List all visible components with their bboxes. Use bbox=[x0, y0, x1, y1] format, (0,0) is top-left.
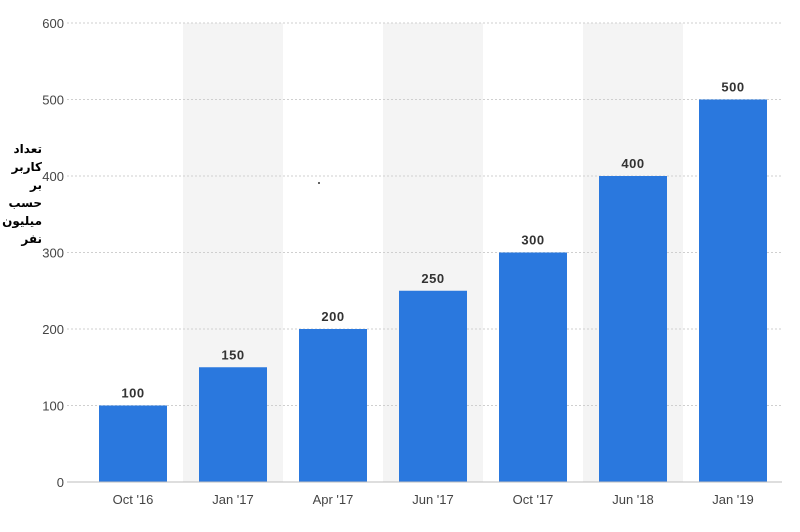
bar bbox=[399, 290, 467, 482]
data-label: 100 bbox=[121, 386, 144, 401]
data-label: 150 bbox=[221, 347, 244, 362]
y-tick-label: 300 bbox=[42, 246, 64, 261]
bar bbox=[99, 405, 167, 482]
y-tick-label: 100 bbox=[42, 399, 64, 414]
x-tick-label: Oct '16 bbox=[113, 492, 154, 507]
x-tick-label: Jan '17 bbox=[212, 492, 254, 507]
bar bbox=[699, 99, 767, 482]
y-tick-label: 400 bbox=[42, 169, 64, 184]
data-label: 250 bbox=[421, 271, 444, 286]
x-tick-label: Oct '17 bbox=[513, 492, 554, 507]
bar bbox=[199, 367, 267, 482]
bar bbox=[299, 329, 367, 482]
y-tick-label: 500 bbox=[42, 93, 64, 108]
x-tick-label: Jun '18 bbox=[612, 492, 654, 507]
data-label: 400 bbox=[621, 156, 644, 171]
bar bbox=[499, 252, 567, 482]
y-tick-label: 200 bbox=[42, 322, 64, 337]
x-tick-label: Apr '17 bbox=[313, 492, 354, 507]
y-tick-label: 0 bbox=[57, 475, 64, 490]
data-label: 500 bbox=[721, 80, 744, 95]
stray-dot bbox=[318, 182, 320, 184]
x-tick-label: Jan '19 bbox=[712, 492, 754, 507]
data-label: 300 bbox=[521, 233, 544, 248]
y-tick-label: 600 bbox=[42, 16, 64, 31]
x-tick-label: Jun '17 bbox=[412, 492, 454, 507]
data-label: 200 bbox=[321, 309, 344, 324]
y-axis-label: تعداد کاربر بر حسب میلیون نفر bbox=[2, 142, 42, 246]
bar bbox=[599, 176, 667, 482]
